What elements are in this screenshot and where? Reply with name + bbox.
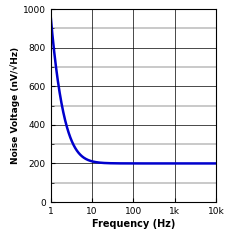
Y-axis label: Noise Voltage (nV/√Hz): Noise Voltage (nV/√Hz): [10, 47, 20, 164]
X-axis label: Frequency (Hz): Frequency (Hz): [91, 219, 174, 229]
